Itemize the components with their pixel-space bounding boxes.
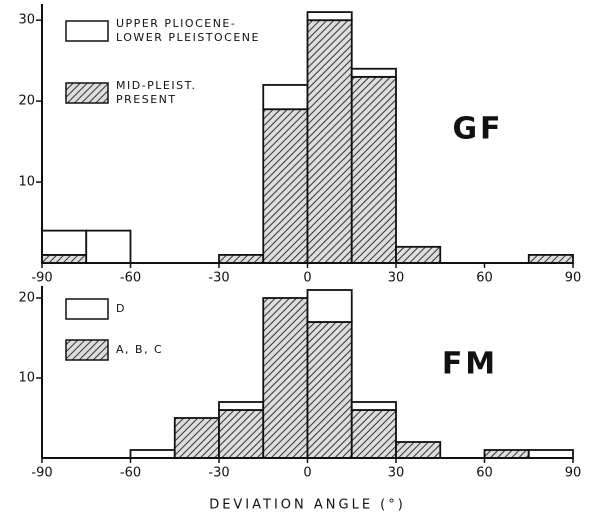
legend-swatch	[65, 20, 109, 42]
bar	[262, 297, 309, 459]
y-tick-label: 10	[18, 371, 35, 386]
legend-swatch	[65, 339, 109, 361]
legend-swatch	[65, 82, 109, 104]
y-tick-label: 20	[18, 291, 35, 306]
y-tick-label: 20	[18, 94, 35, 109]
bar	[306, 321, 353, 459]
bar	[306, 19, 353, 264]
y-tick-label: 30	[18, 13, 35, 28]
bar	[218, 409, 265, 459]
legend-label: MID-PLEIST. PRESENT	[116, 79, 197, 106]
x-tick-label: 30	[388, 271, 405, 286]
bar	[350, 409, 397, 459]
bar	[350, 67, 397, 78]
x-tick-label: -60	[120, 466, 141, 481]
panel-label: FM	[442, 347, 498, 382]
legend-label: A, B, C	[116, 343, 163, 356]
panel-label: GF	[452, 112, 503, 147]
x-tick-label: 0	[303, 466, 311, 481]
bar	[395, 245, 442, 264]
legend-swatch	[65, 298, 109, 320]
bar	[350, 401, 397, 411]
x-tick-label: 60	[476, 271, 493, 286]
x-axis-label: DEVIATION ANGLE (°)	[209, 498, 406, 513]
x-tick-label: 30	[388, 466, 405, 481]
x-tick-label: -30	[208, 271, 229, 286]
bar	[85, 229, 132, 264]
bar	[173, 417, 220, 459]
y-tick-label: 10	[18, 175, 35, 190]
bar	[483, 449, 530, 459]
bar	[527, 254, 574, 264]
bar	[350, 75, 397, 264]
bar	[306, 11, 353, 22]
bar	[262, 108, 309, 264]
x-tick-label: 60	[476, 466, 493, 481]
bar	[41, 229, 88, 256]
bar	[218, 401, 265, 411]
bar	[129, 449, 176, 459]
x-tick-label: -90	[31, 271, 52, 286]
bar	[218, 254, 265, 264]
x-tick-label: -30	[208, 466, 229, 481]
legend-label: D	[116, 302, 126, 315]
x-tick-label: 90	[565, 466, 582, 481]
legend-label: UPPER PLIOCENE-LOWER PLEISTOCENE	[116, 17, 260, 44]
x-tick-label: 90	[565, 271, 582, 286]
x-tick-label: -90	[31, 466, 52, 481]
bar	[395, 441, 442, 459]
x-tick-label: 0	[303, 271, 311, 286]
bar	[41, 254, 88, 264]
x-tick-label: -60	[120, 271, 141, 286]
bar	[306, 289, 353, 323]
bar	[527, 449, 574, 459]
bar	[262, 84, 309, 111]
